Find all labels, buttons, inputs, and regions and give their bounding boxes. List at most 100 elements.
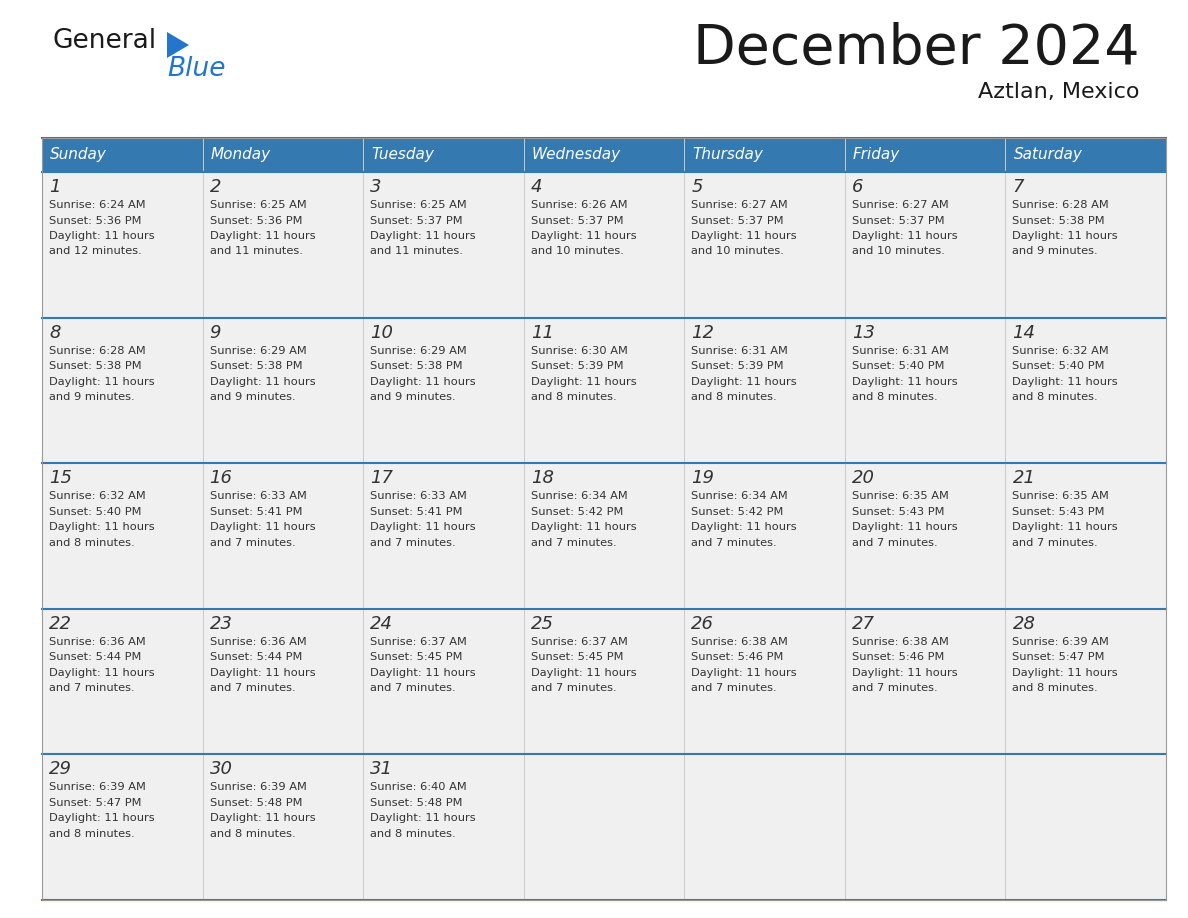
Text: Sunset: 5:40 PM: Sunset: 5:40 PM: [49, 507, 141, 517]
Text: Daylight: 11 hours: Daylight: 11 hours: [209, 813, 315, 823]
Text: and 9 minutes.: and 9 minutes.: [1012, 247, 1098, 256]
Text: Sunset: 5:44 PM: Sunset: 5:44 PM: [209, 653, 302, 662]
Text: Sunrise: 6:34 AM: Sunrise: 6:34 AM: [691, 491, 788, 501]
Bar: [845, 755, 1005, 900]
Bar: [364, 755, 524, 900]
Text: Daylight: 11 hours: Daylight: 11 hours: [49, 667, 154, 677]
Bar: [684, 755, 845, 900]
Text: Sunset: 5:38 PM: Sunset: 5:38 PM: [1012, 216, 1105, 226]
Text: Daylight: 11 hours: Daylight: 11 hours: [209, 376, 315, 386]
Text: Sunset: 5:40 PM: Sunset: 5:40 PM: [1012, 361, 1105, 371]
Text: Sunrise: 6:29 AM: Sunrise: 6:29 AM: [371, 345, 467, 355]
Text: Sunrise: 6:24 AM: Sunrise: 6:24 AM: [49, 200, 146, 210]
Text: 4: 4: [531, 178, 542, 196]
Bar: [1005, 138, 1165, 172]
Text: Daylight: 11 hours: Daylight: 11 hours: [49, 376, 154, 386]
Text: Daylight: 11 hours: Daylight: 11 hours: [852, 376, 958, 386]
Text: December 2024: December 2024: [694, 22, 1140, 76]
Text: Sunrise: 6:39 AM: Sunrise: 6:39 AM: [209, 782, 307, 792]
Text: Sunrise: 6:39 AM: Sunrise: 6:39 AM: [49, 782, 146, 792]
Text: Daylight: 11 hours: Daylight: 11 hours: [371, 522, 475, 532]
Text: Sunset: 5:36 PM: Sunset: 5:36 PM: [209, 216, 302, 226]
Bar: [845, 609, 1005, 755]
Text: Sunset: 5:41 PM: Sunset: 5:41 PM: [371, 507, 462, 517]
Bar: [524, 138, 684, 172]
Text: and 7 minutes.: and 7 minutes.: [852, 683, 937, 693]
Bar: [1005, 755, 1165, 900]
Text: Sunrise: 6:37 AM: Sunrise: 6:37 AM: [531, 637, 627, 647]
Bar: [203, 755, 364, 900]
Text: Daylight: 11 hours: Daylight: 11 hours: [531, 667, 637, 677]
Text: and 7 minutes.: and 7 minutes.: [209, 683, 295, 693]
Text: 23: 23: [209, 615, 233, 633]
Bar: [845, 172, 1005, 318]
Text: 7: 7: [1012, 178, 1024, 196]
Text: and 9 minutes.: and 9 minutes.: [49, 392, 134, 402]
Bar: [364, 609, 524, 755]
Bar: [684, 138, 845, 172]
Text: Thursday: Thursday: [693, 147, 763, 162]
Text: Daylight: 11 hours: Daylight: 11 hours: [691, 231, 797, 241]
Text: and 7 minutes.: and 7 minutes.: [691, 538, 777, 548]
Bar: [684, 464, 845, 609]
Text: 1: 1: [49, 178, 61, 196]
Text: 20: 20: [852, 469, 874, 487]
Text: and 11 minutes.: and 11 minutes.: [209, 247, 303, 256]
Bar: [684, 172, 845, 318]
Bar: [524, 755, 684, 900]
Text: Sunrise: 6:35 AM: Sunrise: 6:35 AM: [1012, 491, 1110, 501]
Bar: [203, 318, 364, 464]
Text: Wednesday: Wednesday: [532, 147, 621, 162]
Bar: [364, 138, 524, 172]
Text: and 10 minutes.: and 10 minutes.: [531, 247, 624, 256]
Text: Daylight: 11 hours: Daylight: 11 hours: [371, 231, 475, 241]
Text: and 7 minutes.: and 7 minutes.: [371, 683, 456, 693]
Bar: [42, 755, 203, 900]
Text: Daylight: 11 hours: Daylight: 11 hours: [691, 376, 797, 386]
Text: Sunrise: 6:28 AM: Sunrise: 6:28 AM: [1012, 200, 1110, 210]
Text: 2: 2: [209, 178, 221, 196]
Text: 5: 5: [691, 178, 703, 196]
Bar: [42, 172, 203, 318]
Text: 24: 24: [371, 615, 393, 633]
Text: Sunrise: 6:26 AM: Sunrise: 6:26 AM: [531, 200, 627, 210]
Text: and 12 minutes.: and 12 minutes.: [49, 247, 141, 256]
Text: Sunrise: 6:32 AM: Sunrise: 6:32 AM: [49, 491, 146, 501]
Text: Sunset: 5:48 PM: Sunset: 5:48 PM: [371, 798, 462, 808]
Text: Sunrise: 6:27 AM: Sunrise: 6:27 AM: [691, 200, 788, 210]
Text: Daylight: 11 hours: Daylight: 11 hours: [852, 522, 958, 532]
Text: Daylight: 11 hours: Daylight: 11 hours: [1012, 376, 1118, 386]
Text: Sunset: 5:36 PM: Sunset: 5:36 PM: [49, 216, 141, 226]
Bar: [364, 318, 524, 464]
Text: Daylight: 11 hours: Daylight: 11 hours: [1012, 522, 1118, 532]
Text: Sunset: 5:44 PM: Sunset: 5:44 PM: [49, 653, 141, 662]
Text: Daylight: 11 hours: Daylight: 11 hours: [209, 667, 315, 677]
Text: and 8 minutes.: and 8 minutes.: [49, 538, 134, 548]
Text: Sunrise: 6:36 AM: Sunrise: 6:36 AM: [49, 637, 146, 647]
Text: 10: 10: [371, 324, 393, 341]
Text: Tuesday: Tuesday: [371, 147, 434, 162]
Bar: [364, 172, 524, 318]
Text: and 7 minutes.: and 7 minutes.: [852, 538, 937, 548]
Text: Sunset: 5:42 PM: Sunset: 5:42 PM: [531, 507, 623, 517]
Bar: [42, 609, 203, 755]
Text: and 7 minutes.: and 7 minutes.: [371, 538, 456, 548]
Text: and 9 minutes.: and 9 minutes.: [209, 392, 295, 402]
Text: Sunset: 5:45 PM: Sunset: 5:45 PM: [371, 653, 462, 662]
Text: 30: 30: [209, 760, 233, 778]
Text: and 8 minutes.: and 8 minutes.: [1012, 683, 1098, 693]
Text: Sunrise: 6:32 AM: Sunrise: 6:32 AM: [1012, 345, 1110, 355]
Text: 28: 28: [1012, 615, 1036, 633]
Text: Daylight: 11 hours: Daylight: 11 hours: [371, 813, 475, 823]
Text: Sunrise: 6:36 AM: Sunrise: 6:36 AM: [209, 637, 307, 647]
Text: and 9 minutes.: and 9 minutes.: [371, 392, 456, 402]
Text: and 10 minutes.: and 10 minutes.: [852, 247, 944, 256]
Text: and 10 minutes.: and 10 minutes.: [691, 247, 784, 256]
Text: Daylight: 11 hours: Daylight: 11 hours: [209, 522, 315, 532]
Text: Sunrise: 6:39 AM: Sunrise: 6:39 AM: [1012, 637, 1110, 647]
Bar: [42, 138, 203, 172]
Text: Sunset: 5:42 PM: Sunset: 5:42 PM: [691, 507, 784, 517]
Bar: [1005, 464, 1165, 609]
Text: Sunrise: 6:37 AM: Sunrise: 6:37 AM: [371, 637, 467, 647]
Text: and 8 minutes.: and 8 minutes.: [209, 829, 295, 839]
